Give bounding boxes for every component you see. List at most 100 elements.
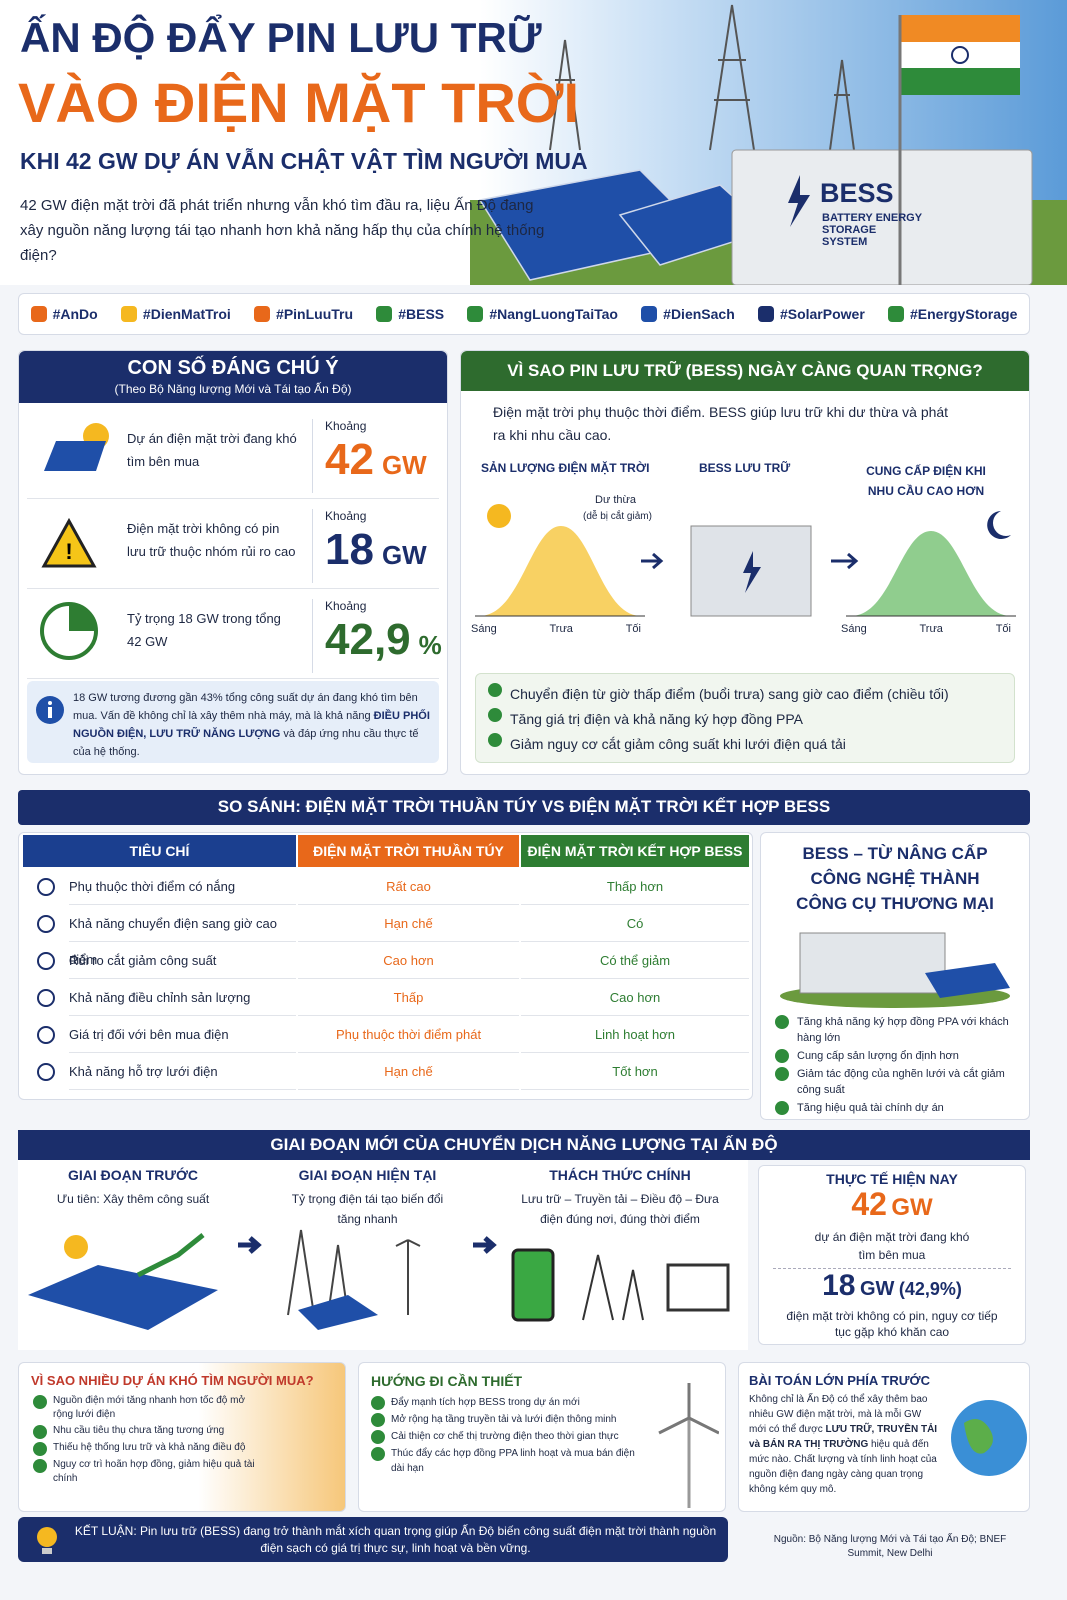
list-item: Cải thiện cơ chế thị trường điện theo th… <box>371 1429 641 1444</box>
kf-unit: GW <box>381 540 427 570</box>
solar-label: SẢN LƯỢNG ĐIỆN MẶT TRỜI <box>481 461 650 475</box>
row-icon <box>37 1026 55 1044</box>
stage: GIAI ĐOẠN HIỆN TẠI Tỷ trọng điện tái tạo … <box>265 1167 470 1229</box>
stage: THÁCH THỨC CHÍNH Lưu trữ – Truyền tải – Đ… <box>495 1167 745 1229</box>
axis-label: Tối <box>995 623 1011 635</box>
bulb-icon <box>37 1527 57 1554</box>
kf-source: (Theo Bộ Năng lượng Mới và Tái tạo Ấn Độ… <box>114 382 352 396</box>
bess-label: BESS <box>820 178 894 208</box>
stage-title: GIAI ĐOẠN TRƯỚC <box>67 1167 199 1183</box>
kf-divider <box>312 509 313 583</box>
kf-prefix: Khoảng <box>325 419 367 433</box>
wb-benefits: Chuyển điện từ giờ thấp điểm (buổi trưa)… <box>475 673 1015 763</box>
table-cell: Khả năng chuyển điện sang giờ cao điểm <box>69 906 296 967</box>
row-icon <box>37 989 55 1007</box>
stage-desc: Ưu tiên: Xây thêm công suất <box>56 1192 210 1206</box>
kf-row: Điện mặt trời không có pin lưu trữ thuộc… <box>27 503 439 589</box>
hashtag-bar: #AnDo #DienMatTroi #PinLuuTru #BESS #NangLuo… <box>18 293 1030 335</box>
hashtag: #NangLuongTaiTao <box>467 306 618 322</box>
hashtag: #AnDo <box>30 306 98 322</box>
stage-desc: Tỷ trọng điện tái tạo biến đổi tăng nhan… <box>291 1192 444 1226</box>
table-cell: Thấp <box>298 980 519 1016</box>
challenge-bold: LƯU TRỮ, TRUYỀN TẢI và BÁN RA THỊ TRƯỜNG <box>749 1424 938 1450</box>
table-cell: Có <box>521 906 749 942</box>
reality-number: 42 <box>851 1186 887 1222</box>
why-bess: VÌ SAO PIN LƯU TRỮ (BESS) NGÀY CÀNG QUAN… <box>460 350 1030 775</box>
table-cell: Khả năng hỗ trợ lưới điện <box>69 1054 296 1090</box>
wb-diagram <box>475 504 1016 617</box>
table-cell: Hạn chế <box>298 1054 519 1090</box>
header-illustration <box>470 4 1067 285</box>
hashtag-icon <box>887 306 904 322</box>
kf-icons: ! <box>40 423 109 660</box>
why-hard: VÌ SAO NHIỀU DỰ ÁN KHÓ TÌM NGƯỜI MUA? Ng… <box>18 1362 346 1512</box>
benefit: Tăng giá trị điện và khả năng ký hợp đồn… <box>488 707 1002 732</box>
stage-illustrations <box>28 1229 730 1330</box>
side-list: Tăng khả năng ký hợp đồng PPA với khách … <box>775 1014 1017 1116</box>
table-cell: Thấp hơn <box>521 869 749 905</box>
note-text: 18 GW tương đương gần 43% tổng công suất… <box>73 692 418 722</box>
cmp-title: SO SÁNH: ĐIỆN MẶT TRỜI THUẦN TÚY VS ĐIỆN… <box>18 790 1030 825</box>
list-item: Thiếu hệ thống lưu trữ và khả năng điều … <box>33 1441 263 1456</box>
hashtag-text: #NangLuongTaiTao <box>489 306 618 322</box>
hashtag-icon <box>254 306 271 322</box>
hashtag-text: #DienSach <box>663 306 735 322</box>
hashtag-icon <box>376 306 393 322</box>
hashtag: #EnergyStorage <box>887 306 1018 322</box>
hashtag: #SolarPower <box>757 306 865 322</box>
table-header: ĐIỆN MẶT TRỜI KẾT HỢP BESS <box>521 835 749 867</box>
direction-title: HƯỚNG ĐI CẦN THIẾT <box>371 1373 523 1389</box>
stage-desc: Lưu trữ – Truyền tải – Điều độ – Đưa điệ… <box>521 1192 719 1226</box>
intro: 42 GW điện mặt trời đã phát triển nhưng … <box>20 197 545 264</box>
why-hard-title: VÌ SAO NHIỀU DỰ ÁN KHÓ TÌM NGƯỜI MUA? <box>31 1373 314 1388</box>
note-bold: ĐIỀU PHỐI NGUỒN ĐIỆN, LƯU TRỮ NĂNG LƯỢNG <box>73 710 430 740</box>
title-line2: VÀO ĐIỆN MẶT TRỜI <box>18 71 580 134</box>
key-figures: CON SỐ ĐÁNG CHÚ Ý (Theo Bộ Năng lượng Mớ… <box>18 350 448 775</box>
hashtag-text: #AnDo <box>52 306 98 322</box>
table-cell: Giá trị đối với bên mua điện <box>69 1017 296 1053</box>
kf-figure: 42 GW <box>325 435 427 485</box>
kf-title: CON SỐ ĐÁNG CHÚ Ý <box>127 357 339 379</box>
list-item: Nhu cầu tiêu thụ chưa tăng tương ứng <box>33 1424 263 1439</box>
axis-label: Sáng <box>471 623 497 635</box>
benefit: Chuyển điện từ giờ thấp điểm (buổi trưa)… <box>488 682 1002 707</box>
list-item: Thúc đẩy các hợp đồng PPA linh hoạt và m… <box>371 1446 641 1476</box>
challenge-text: hiệu quả đến mức nào. Chất lượng và tính… <box>749 1439 937 1495</box>
hashtag: #DienSach <box>641 306 735 322</box>
wb-intro: Điện mặt trời phụ thuộc thời điểm. BESS … <box>493 404 949 443</box>
info-icon <box>36 696 64 724</box>
kf-prefix: Khoảng <box>325 509 367 523</box>
kf-prefix: Khoảng <box>325 599 367 613</box>
kf-figure: 42,9% <box>325 615 442 665</box>
supply-label: CUNG CẤP ĐIỆN KHI NHU CẦU CAO HƠN <box>866 464 986 498</box>
reality-number: 18 <box>822 1269 856 1302</box>
kf-number: 42 <box>325 435 374 484</box>
stage-title: GIAI ĐOẠN HIỆN TẠI <box>298 1167 437 1183</box>
kf-header: CON SỐ ĐÁNG CHÚ Ý (Theo Bộ Năng lượng Mớ… <box>19 351 447 403</box>
kf-note: 18 GW tương đương gần 43% tổng công suất… <box>27 681 439 763</box>
kf-figure: 18 GW <box>325 525 427 575</box>
tr-title: GIAI ĐOẠN MỚI CỦA CHUYỂN DỊCH NĂNG LƯỢNG… <box>18 1130 1030 1160</box>
hashtag-icon <box>30 306 47 322</box>
cmp-side: BESS – TỪ NÂNG CẤP CÔNG NGHỆ THÀNH CÔNG … <box>760 832 1030 1120</box>
table-cell: Linh hoạt hơn <box>521 1017 749 1053</box>
cmp-table: TIÊU CHÍ ĐIỆN MẶT TRỜI THUẦN TÚY ĐIỆN MẶT … <box>18 832 753 1100</box>
table-header: ĐIỆN MẶT TRỜI THUẦN TÚY <box>298 835 519 867</box>
challenge: BÀI TOÁN LỚN PHÍA TRƯỚC Không chỉ là Ấn … <box>738 1362 1030 1512</box>
hashtag-icon <box>641 306 658 322</box>
hashtag: #DienMatTroi <box>120 306 231 322</box>
row-icon <box>37 915 55 933</box>
source: Nguồn: Bộ Năng lượng Mới và Tái tạo Ấn Đ… <box>773 1534 1007 1559</box>
table-cell: Phụ thuộc thời điểm phát <box>298 1017 519 1053</box>
hashtag-text: #SolarPower <box>779 306 865 322</box>
title-line1: ẤN ĐỘ ĐẨY PIN LƯU TRỮ <box>20 14 542 61</box>
table-cell: Có thể giảm <box>521 943 749 979</box>
surplus: Dư thừa <box>595 494 637 506</box>
reality-desc: dự án điện mặt trời đang khó tìm bên mua <box>814 1230 970 1262</box>
side-title: BESS – TỪ NÂNG CẤP CÔNG NGHỆ THÀNH CÔNG … <box>796 844 994 913</box>
hashtag-text: #DienMatTroi <box>142 306 231 322</box>
table-cell: Phụ thuộc thời điểm có nắng <box>69 869 296 905</box>
hashtag: #PinLuuTru <box>254 306 353 322</box>
hashtag-text: #EnergyStorage <box>909 306 1018 322</box>
challenge-text: Không chỉ là Ấn Độ có thể xây thêm bao n… <box>749 1394 928 1435</box>
